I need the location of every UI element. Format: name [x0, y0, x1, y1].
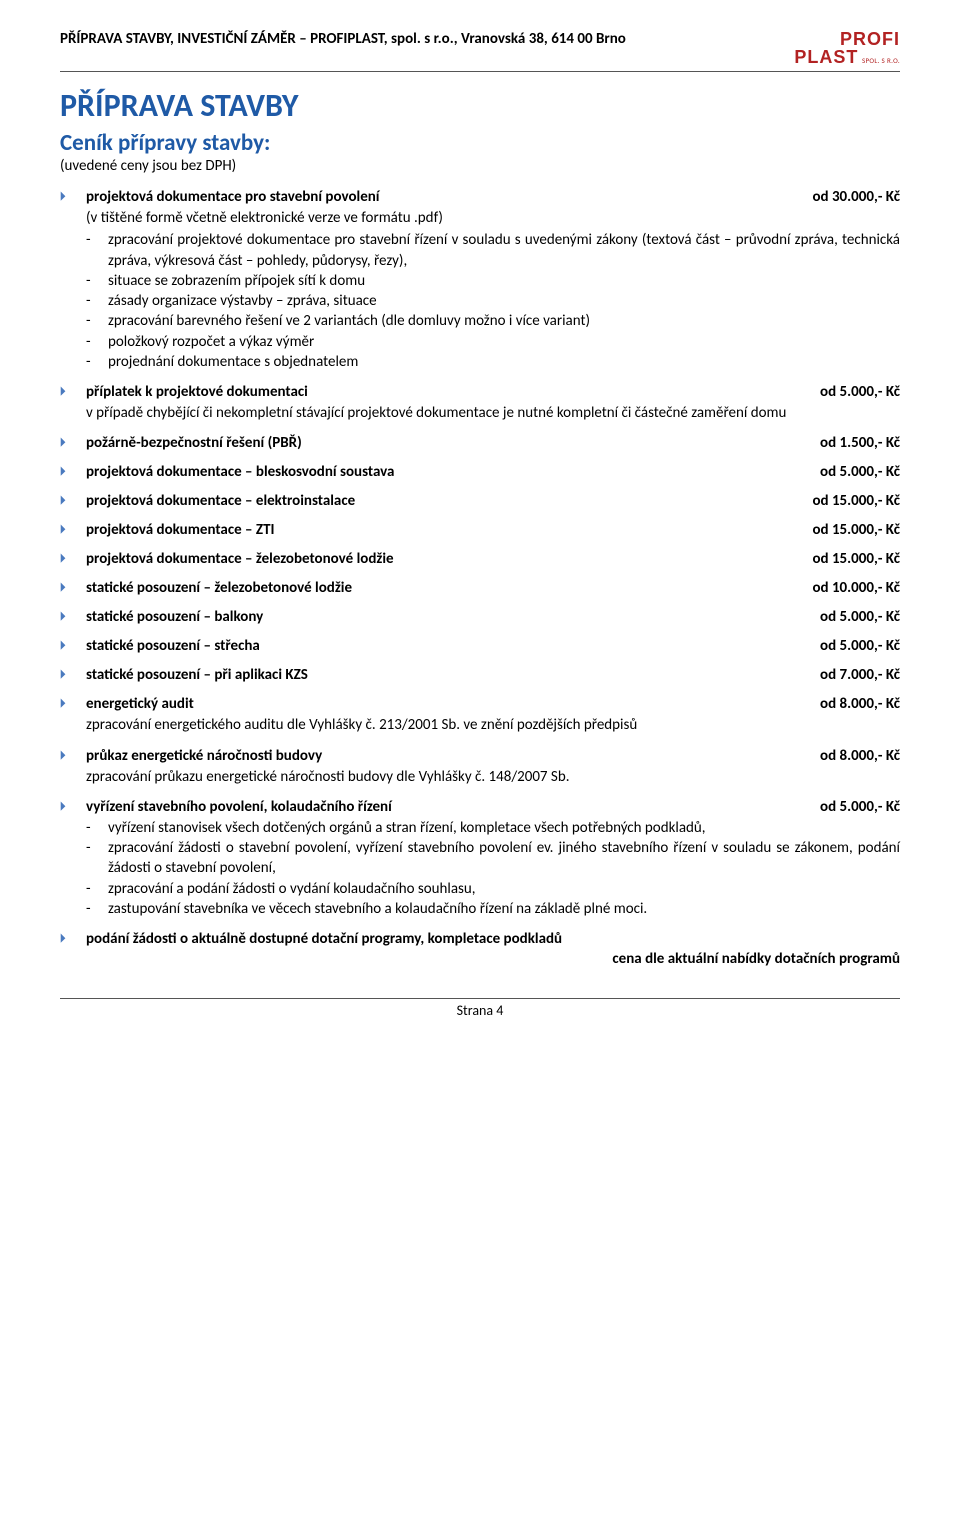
item-label: projektová dokumentace – elektroinstalac… — [86, 492, 355, 510]
item-label: statické posouzení – železobetonové lodž… — [86, 579, 352, 597]
bullet-icon: 🞂 — [60, 578, 86, 595]
item-label: statické posouzení – střecha — [86, 637, 260, 655]
price-item-prukaz: 🞂 průkaz energetické náročnosti budovy o… — [60, 746, 900, 787]
item-price: od 10.000,- Kč — [812, 579, 900, 597]
page-header: PŘÍPRAVA STAVBY, INVESTIČNÍ ZÁMĚR – PROF… — [60, 30, 900, 72]
dash-item: vyřízení stanovisek všech dotčených orgá… — [108, 818, 900, 838]
item-price: od 8.000,- Kč — [820, 695, 900, 713]
dash-item: zpracování a podání žádosti o vydání kol… — [108, 879, 900, 899]
price-item-dotace: 🞂 podání žádosti o aktuálně dostupné dot… — [60, 929, 900, 968]
bullet-icon: 🞂 — [60, 665, 86, 682]
dash-item: zpracování projektové dokumentace pro st… — [108, 230, 900, 271]
price-item-lodzie: 🞂 projektová dokumentace – železobetonov… — [60, 549, 900, 568]
page-footer: Strana 4 — [60, 998, 900, 1019]
bullet-icon: 🞂 — [60, 433, 86, 450]
bullet-icon: 🞂 — [60, 797, 86, 814]
item-label: statické posouzení – balkony — [86, 608, 263, 626]
item-price: od 5.000,- Kč — [820, 637, 900, 655]
item-subtext: zpracování energetického auditu dle Vyhl… — [86, 715, 900, 735]
price-item-zti: 🞂 projektová dokumentace – ZTI od 15.000… — [60, 520, 900, 539]
price-item-vyrizeni: 🞂 vyřízení stavebního povolení, kolaudač… — [60, 797, 900, 919]
item-price: od 15.000,- Kč — [812, 550, 900, 568]
bullet-icon: 🞂 — [60, 462, 86, 479]
dash-item: situace se zobrazením přípojek sítí k do… — [108, 271, 900, 291]
price-item-audit: 🞂 energetický audit od 8.000,- Kč zpraco… — [60, 694, 900, 735]
logo: PROFI PLAST SPOL. S R.O. — [794, 30, 900, 67]
page-number: Strana 4 — [457, 1002, 504, 1019]
bullet-icon: 🞂 — [60, 187, 86, 204]
item-price: cena dle aktuální nabídky dotačních prog… — [86, 950, 900, 968]
dash-item: zásady organizace výstavby – zpráva, sit… — [108, 291, 900, 311]
item-label: projektová dokumentace – ZTI — [86, 521, 275, 539]
item-label: statické posouzení – při aplikaci KZS — [86, 666, 308, 684]
bullet-icon: 🞂 — [60, 607, 86, 624]
item-label: příplatek k projektové dokumentaci — [86, 383, 308, 401]
item-subtext: v případě chybějící či nekompletní stáva… — [86, 403, 900, 423]
item-price: od 8.000,- Kč — [820, 747, 900, 765]
header-text: PŘÍPRAVA STAVBY, INVESTIČNÍ ZÁMĚR – PROF… — [60, 30, 626, 48]
item-subtext: (v tištěné formě včetně elektronické ver… — [86, 208, 900, 228]
title-sub: Ceník přípravy stavby: — [60, 129, 900, 157]
bullet-icon: 🞂 — [60, 929, 86, 946]
price-item-bleskosvod: 🞂 projektová dokumentace – bleskosvodní … — [60, 462, 900, 481]
item-label: vyřízení stavebního povolení, kolaudační… — [86, 798, 392, 816]
title-note: (uvedené ceny jsou bez DPH) — [60, 157, 900, 175]
logo-small: SPOL. S R.O. — [862, 56, 900, 65]
price-item-statika-strecha: 🞂 statické posouzení – střecha od 5.000,… — [60, 636, 900, 655]
price-item-priplatek: 🞂 příplatek k projektové dokumentaci od … — [60, 382, 900, 423]
price-item-statika-lodzie: 🞂 statické posouzení – železobetonové lo… — [60, 578, 900, 597]
dash-item: zpracování barevného řešení ve 2 variant… — [108, 311, 900, 331]
item-price: od 15.000,- Kč — [812, 521, 900, 539]
price-item-pbr: 🞂 požárně-bezpečnostní řešení (PBŘ) od 1… — [60, 433, 900, 452]
item-label: projektová dokumentace – železobetonové … — [86, 550, 394, 568]
bullet-icon: 🞂 — [60, 694, 86, 711]
item-dash-list: -zpracování projektové dokumentace pro s… — [86, 230, 900, 372]
bullet-icon: 🞂 — [60, 520, 86, 537]
item-price: od 5.000,- Kč — [820, 798, 900, 816]
price-item-elektro: 🞂 projektová dokumentace – elektroinstal… — [60, 491, 900, 510]
item-label: požárně-bezpečnostní řešení (PBŘ) — [86, 434, 302, 452]
item-label: podání žádosti o aktuálně dostupné dotač… — [86, 930, 562, 948]
bullet-icon: 🞂 — [60, 491, 86, 508]
item-label: energetický audit — [86, 695, 194, 713]
item-price: od 5.000,- Kč — [820, 383, 900, 401]
bullet-icon: 🞂 — [60, 382, 86, 399]
item-label: průkaz energetické náročnosti budovy — [86, 747, 322, 765]
bullet-icon: 🞂 — [60, 746, 86, 763]
dash-item: položkový rozpočet a výkaz výměr — [108, 332, 900, 352]
price-item-statika-kzs: 🞂 statické posouzení – při aplikaci KZS … — [60, 665, 900, 684]
item-subtext: zpracování průkazu energetické náročnost… — [86, 767, 900, 787]
bullet-icon: 🞂 — [60, 549, 86, 566]
item-price: od 7.000,- Kč — [820, 666, 900, 684]
item-label: projektová dokumentace pro stavební povo… — [86, 188, 380, 206]
price-item-statika-balkony: 🞂 statické posouzení – balkony od 5.000,… — [60, 607, 900, 626]
logo-line2: PLAST — [794, 47, 858, 67]
dash-item: zastupování stavebníka ve věcech stavebn… — [108, 899, 900, 919]
item-price: od 30.000,- Kč — [812, 188, 900, 206]
item-dash-list: -vyřízení stanovisek všech dotčených org… — [86, 818, 900, 919]
item-price: od 5.000,- Kč — [820, 463, 900, 481]
logo-line1: PROFI — [794, 30, 900, 48]
dash-item: zpracování žádosti o stavební povolení, … — [108, 838, 900, 879]
item-label: projektová dokumentace – bleskosvodní so… — [86, 463, 394, 481]
price-item-projektova-dokumentace: 🞂 projektová dokumentace pro stavební po… — [60, 187, 900, 372]
item-price: od 5.000,- Kč — [820, 608, 900, 626]
bullet-icon: 🞂 — [60, 636, 86, 653]
dash-item: projednání dokumentace s objednatelem — [108, 352, 900, 372]
item-price: od 1.500,- Kč — [820, 434, 900, 452]
item-price: od 15.000,- Kč — [812, 492, 900, 510]
title-main: PŘÍPRAVA STAVBY — [60, 86, 900, 125]
